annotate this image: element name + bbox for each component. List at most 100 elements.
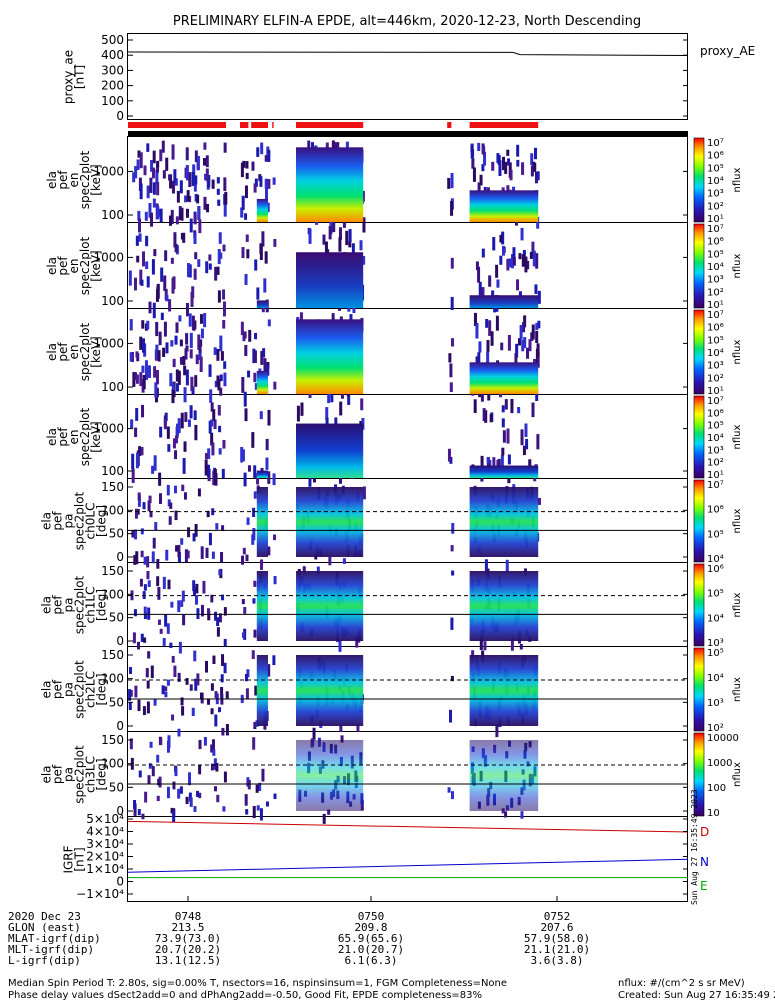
spectrogram-speckle	[259, 176, 263, 187]
colorbar-gradient	[693, 395, 705, 479]
spectrogram-speckle	[179, 210, 183, 219]
spectrogram-speckle	[200, 328, 204, 339]
pa-speckle	[149, 511, 153, 518]
pa-speckle	[166, 623, 170, 634]
pa-speckle	[198, 739, 202, 750]
pa-speckle	[170, 807, 174, 814]
pa-speckle	[273, 793, 277, 799]
spectrogram-speckle	[247, 370, 251, 378]
spectrogram-speckle	[179, 180, 183, 194]
pa-speckle	[164, 691, 168, 698]
pa-speckle	[225, 691, 229, 699]
spectrogram-speckle	[345, 230, 349, 246]
spectrogram-speckle	[171, 382, 175, 391]
spectrogram-speckle	[260, 142, 264, 155]
y-axis-label-line: spec2plot	[78, 150, 92, 209]
pa-speckle	[251, 650, 255, 659]
pa-speckle	[339, 725, 343, 733]
spectrogram-speckle	[516, 144, 520, 157]
spectrogram-speckle	[191, 171, 195, 186]
colorbar-gradient	[693, 563, 705, 647]
colorbar-gradient	[693, 309, 705, 395]
pa-speckle	[451, 522, 455, 534]
y-axis-label-line: spec2plot	[73, 660, 87, 719]
spectrogram-speckle	[336, 142, 340, 152]
colorbar-tick-label: 1000	[707, 758, 732, 769]
spectrogram-speckle	[253, 372, 257, 383]
spectrogram-speckle	[153, 366, 157, 378]
spectrogram-speckle	[496, 279, 500, 288]
spectrogram-speckle	[142, 374, 146, 390]
pa-speckle	[242, 547, 246, 555]
pa-speckle	[181, 484, 185, 492]
spectrogram-speckle	[223, 361, 227, 369]
spectrogram-speckle	[362, 256, 366, 265]
spectrogram-speckle	[214, 380, 218, 388]
pa-speckle	[362, 486, 366, 500]
spectrogram-speckle	[537, 290, 541, 304]
spectrogram-speckle	[265, 438, 269, 451]
spectrogram-speckle	[199, 356, 203, 373]
spectrogram-speckle	[175, 322, 179, 333]
pa-speckle	[137, 641, 141, 650]
spectrogram-speckle	[222, 320, 226, 329]
spectrogram-speckle	[213, 419, 217, 430]
pa-speckle	[207, 608, 211, 615]
spectrogram-speckle	[360, 398, 364, 411]
y-axis-label-line: [deg]	[95, 759, 109, 791]
pa-speckle	[153, 699, 157, 706]
spectrogram-speckle	[272, 473, 276, 486]
spectrogram-speckle	[182, 458, 186, 474]
spectrogram-speckle	[362, 217, 366, 233]
spectrogram-speckle	[135, 374, 139, 384]
spectrogram-speckle	[223, 177, 227, 191]
y-axis-label-line: [deg]	[95, 589, 109, 621]
spectrogram-speckle	[334, 417, 338, 425]
spectrogram-speckle	[499, 255, 503, 265]
spectrogram-speckle	[254, 332, 258, 340]
spectrogram-speckle	[507, 334, 511, 351]
pa-speckle	[214, 691, 218, 699]
y-axis-label-line: pef	[56, 256, 70, 276]
spectrogram-speckle	[218, 425, 222, 433]
y-axis-label-line: [nT]	[73, 65, 87, 89]
y-axis-label-line: spec2plot	[78, 407, 92, 466]
spectrogram-speckle	[521, 162, 525, 175]
colorbar-tick-label: 10⁴	[707, 554, 724, 565]
spectrogram-speckle	[535, 330, 539, 344]
spectrogram-speckle	[502, 156, 506, 171]
colorbar-tick-label: 10²	[707, 373, 724, 384]
panel-igrf-frame	[127, 816, 688, 902]
spectrogram-speckle	[199, 314, 203, 324]
spectrogram-speckle	[482, 408, 486, 421]
spectrogram-speckle	[130, 419, 134, 429]
spectrogram-speckle	[209, 389, 213, 403]
spectrogram-speckle	[137, 150, 141, 158]
y-axis-label-line: pef	[51, 764, 65, 784]
pa-band	[469, 740, 539, 811]
spectrogram-speckle	[171, 389, 175, 404]
y-tick-label: 50	[109, 780, 124, 794]
pa-speckle	[198, 765, 202, 775]
panel-en3-frame	[127, 308, 688, 395]
spectrogram-speckle	[526, 260, 530, 270]
spectrogram-speckle	[207, 174, 211, 188]
pa-speckle	[128, 702, 132, 711]
spectrogram-speckle	[183, 387, 187, 403]
spectrogram-band	[469, 295, 539, 308]
colorbar-tick-label: 10⁷	[707, 224, 724, 235]
spectrogram-speckle	[217, 290, 221, 303]
spectrogram-speckle	[477, 142, 481, 151]
pa-speckle	[184, 549, 188, 562]
pa-speckle	[148, 763, 152, 769]
pa-speckle	[254, 685, 258, 696]
spectrogram-speckle	[212, 470, 216, 486]
spectrogram-speckle	[170, 257, 174, 264]
pa-speckle	[167, 735, 171, 749]
legend-proxy-ae: proxy_AE	[700, 44, 755, 58]
pa-speckle	[215, 523, 219, 530]
spectrogram-speckle	[481, 164, 485, 172]
spectrogram-speckle	[262, 348, 266, 358]
pa-speckle	[145, 668, 149, 678]
pa-speckle	[143, 584, 147, 591]
